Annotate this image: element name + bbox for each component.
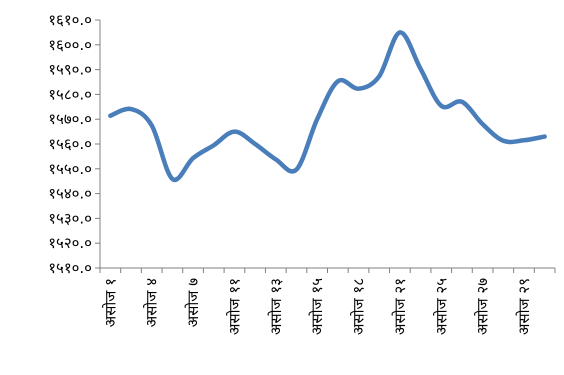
y-tick-label: १५९०.०: [48, 61, 92, 79]
y-tick-label: १५४०.०: [48, 185, 92, 203]
data-point: [128, 106, 134, 112]
data-point: [314, 116, 320, 122]
data-point: [293, 167, 299, 173]
data-point: [397, 29, 403, 35]
data-point: [542, 134, 548, 140]
data-point: [190, 155, 196, 161]
x-tick-label: असोज १३: [267, 278, 285, 335]
data-point: [500, 138, 506, 144]
y-tick-label: १५६०.०: [48, 135, 92, 153]
x-tick-label: असोज १: [101, 278, 119, 327]
data-point: [273, 156, 279, 162]
data-point: [438, 103, 444, 109]
x-tick-label: असोज २७: [474, 278, 492, 335]
x-tick-label: असोज २९: [515, 278, 533, 335]
data-point: [459, 99, 465, 105]
x-tick-label: असोज ४: [143, 278, 161, 327]
data-point: [480, 121, 486, 127]
data-point: [376, 73, 382, 79]
data-point: [356, 86, 362, 92]
x-tick-label: असोज १५: [308, 278, 326, 335]
data-point: [521, 137, 527, 143]
y-tick-label: १६१०.०: [48, 11, 92, 29]
y-tick-label: १५८०.०: [48, 85, 92, 103]
y-tick-label: १५२०.०: [48, 234, 92, 252]
y-tick-label: १५१०.०: [48, 259, 92, 277]
x-tick-label: असोज ११: [225, 278, 243, 335]
data-point: [149, 122, 155, 128]
data-point: [252, 141, 258, 147]
data-point: [107, 113, 113, 119]
x-tick-label: असोज १८: [350, 278, 368, 335]
y-tick-label: १५३०.०: [48, 209, 92, 227]
series-group: [107, 29, 548, 183]
data-point: [169, 176, 175, 182]
x-tick-label: असोज ७: [184, 278, 202, 327]
data-point: [418, 66, 424, 72]
x-tick-label: असोज २५: [432, 278, 450, 335]
data-point: [335, 78, 341, 84]
x-axis: असोज १ असोज ४ असोज ७ असोज ११ असोज १३ असोज १५ अ…: [99, 267, 556, 335]
data-point: [211, 142, 217, 148]
y-tick-label: १५५०.०: [48, 160, 92, 178]
data-point: [231, 129, 237, 135]
y-tick-label: १६००.०: [48, 36, 92, 54]
y-axis: १५१०.० १५२०.० १५३०.० १५४०.० १५५०.० १५६०.० १५७०…: [48, 11, 101, 277]
series-line: [108, 30, 547, 183]
y-tick-label: १५७०.०: [48, 110, 92, 128]
x-tick-label: असोज २१: [391, 278, 409, 335]
